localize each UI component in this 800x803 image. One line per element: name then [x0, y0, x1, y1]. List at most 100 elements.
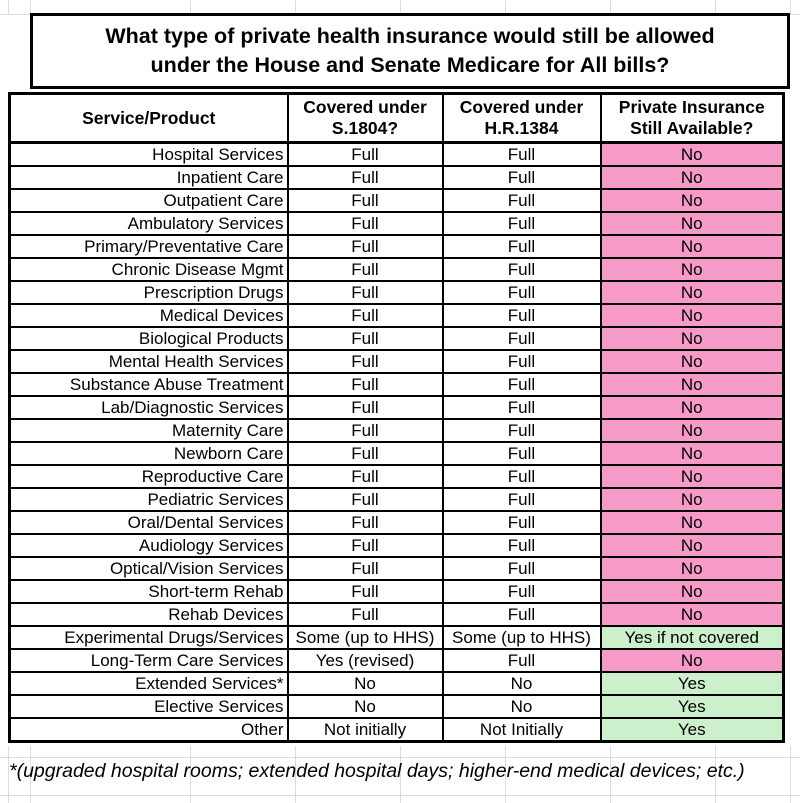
private-cell: Yes if not covered [599, 625, 785, 650]
spreadsheet-gridline [505, 746, 506, 803]
service-cell: Pediatric Services [8, 487, 289, 512]
hr1384-cell: Full [441, 418, 602, 443]
service-cell: Chronic Disease Mgmt [8, 257, 289, 282]
footnote: *(upgraded hospital rooms; extended hosp… [9, 760, 745, 782]
s1804-cell: Full [286, 257, 444, 282]
hr1384-cell: Full [441, 349, 602, 374]
insurance-table: Service/Product Covered under S.1804? Co… [8, 92, 785, 743]
col-header-s1804: Covered under S.1804? [286, 92, 444, 144]
table-row: Pediatric Services Full Full No [8, 487, 785, 512]
s1804-cell: Full [286, 533, 444, 558]
private-cell: No [599, 211, 785, 236]
private-cell: No [599, 326, 785, 351]
hr1384-cell: Some (up to HHS) [441, 625, 602, 650]
service-cell: Rehab Devices [8, 602, 289, 627]
spreadsheet-gridline [610, 0, 611, 14]
private-cell: No [599, 165, 785, 190]
private-cell: No [599, 510, 785, 535]
table-row: Short-term Rehab Full Full No [8, 579, 785, 604]
service-cell: Lab/Diagnostic Services [8, 395, 289, 420]
table-row: Long-Term Care Services Yes (revised) Full… [8, 648, 785, 673]
service-cell: Biological Products [8, 326, 289, 351]
private-cell: No [599, 464, 785, 489]
private-cell: No [599, 280, 785, 305]
table-row: Experimental Drugs/Services Some (up to H… [8, 625, 785, 650]
table-row: Mental Health Services Full Full No [8, 349, 785, 374]
private-cell: No [599, 441, 785, 466]
s1804-cell: Full [286, 556, 444, 581]
service-cell: Reproductive Care [8, 464, 289, 489]
private-cell: No [599, 556, 785, 581]
title-box: What type of private health insurance wo… [30, 13, 790, 89]
spreadsheet-gridline [30, 746, 31, 803]
spreadsheet-gridline [400, 0, 401, 14]
table-row: Chronic Disease Mgmt Full Full No [8, 257, 785, 282]
hr1384-cell: Full [441, 165, 602, 190]
spreadsheet-gridline [715, 746, 716, 803]
s1804-cell: Full [286, 280, 444, 305]
page-title: What type of private health insurance wo… [105, 24, 715, 77]
col-header-private: Private Insurance Still Available? [599, 92, 785, 144]
table-row: Oral/Dental Services Full Full No [8, 510, 785, 535]
service-cell: Prescription Drugs [8, 280, 289, 305]
spreadsheet-gridline [190, 0, 191, 14]
table-row: Optical/Vision Services Full Full No [8, 556, 785, 581]
private-cell: Yes [599, 671, 785, 696]
hr1384-cell: Full [441, 234, 602, 259]
col-header-hr1384: Covered under H.R.1384 [441, 92, 602, 144]
hr1384-cell: Full [441, 464, 602, 489]
service-cell: Ambulatory Services [8, 211, 289, 236]
service-cell: Primary/Preventative Care [8, 234, 289, 259]
service-cell: Inpatient Care [8, 165, 289, 190]
table-row: Outpatient Care Full Full No [8, 188, 785, 213]
private-cell: No [599, 188, 785, 213]
table-row: Biological Products Full Full No [8, 326, 785, 351]
table-row: Substance Abuse Treatment Full Full No [8, 372, 785, 397]
service-cell: Audiology Services [8, 533, 289, 558]
private-cell: No [599, 533, 785, 558]
service-cell: Elective Services [8, 694, 289, 719]
private-cell: No [599, 257, 785, 282]
table-row: Ambulatory Services Full Full No [8, 211, 785, 236]
spreadsheet-gridline [8, 746, 9, 803]
service-cell: Medical Devices [8, 303, 289, 328]
s1804-cell: Full [286, 602, 444, 627]
s1804-cell: Some (up to HHS) [286, 625, 444, 650]
hr1384-cell: No [441, 694, 602, 719]
spreadsheet-gridline [30, 0, 31, 14]
spreadsheet-gridline [610, 746, 611, 803]
col-header-service: Service/Product [8, 92, 289, 144]
spreadsheet-gridline [8, 0, 9, 14]
service-cell: Experimental Drugs/Services [8, 625, 289, 650]
table-row: Newborn Care Full Full No [8, 441, 785, 466]
service-cell: Oral/Dental Services [8, 510, 289, 535]
hr1384-cell: Full [441, 648, 602, 673]
private-cell: No [599, 395, 785, 420]
service-cell: Short-term Rehab [8, 579, 289, 604]
s1804-cell: No [286, 694, 444, 719]
hr1384-cell: Full [441, 441, 602, 466]
hr1384-cell: Full [441, 602, 602, 627]
s1804-cell: Full [286, 141, 444, 167]
table-row: Extended Services* No No Yes [8, 671, 785, 696]
table-row: Prescription Drugs Full Full No [8, 280, 785, 305]
hr1384-cell: Full [441, 326, 602, 351]
service-cell: Mental Health Services [8, 349, 289, 374]
hr1384-cell: Full [441, 556, 602, 581]
spreadsheet-gridline [295, 0, 296, 14]
private-cell: No [599, 141, 785, 167]
private-cell: No [599, 372, 785, 397]
hr1384-cell: Not Initially [441, 717, 602, 743]
service-cell: Long-Term Care Services [8, 648, 289, 673]
s1804-cell: Not initially [286, 717, 444, 743]
table-row: Inpatient Care Full Full No [8, 165, 785, 190]
service-cell: Maternity Care [8, 418, 289, 443]
hr1384-cell: Full [441, 303, 602, 328]
hr1384-cell: Full [441, 579, 602, 604]
hr1384-cell: Full [441, 510, 602, 535]
s1804-cell: Full [286, 579, 444, 604]
hr1384-cell: Full [441, 280, 602, 305]
service-cell: Hospital Services [8, 141, 289, 167]
s1804-cell: No [286, 671, 444, 696]
s1804-cell: Full [286, 441, 444, 466]
